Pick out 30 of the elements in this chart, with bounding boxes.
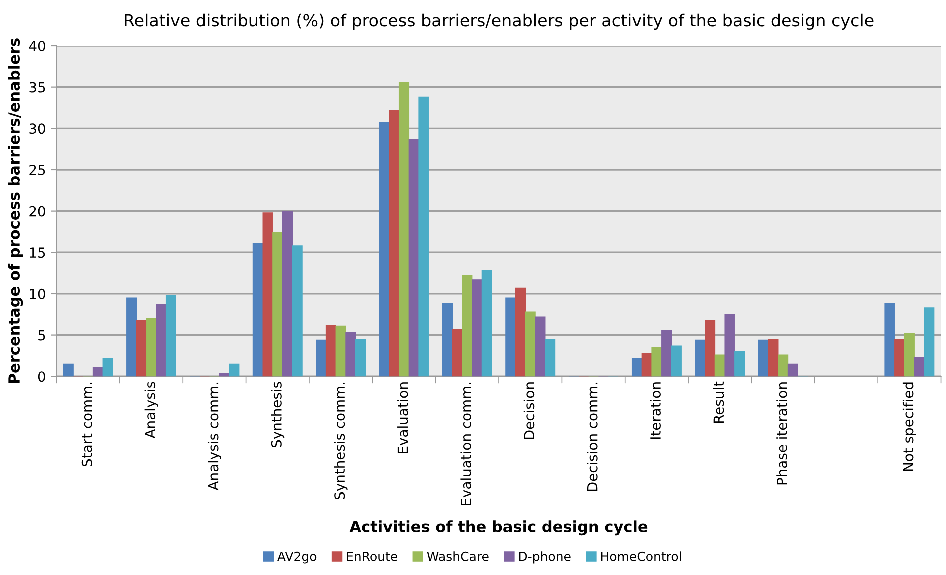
y-tick-label: 15 [30,248,46,258]
x-tick-label: Start comm. [82,382,92,467]
x-tick-label: Decision [524,382,535,440]
y-tick-label: 25 [30,164,46,176]
y-axis-title: Percentage of process barriers/enablers [8,38,24,384]
chart-title: Relative distribution (%) of process barriers/enablers per activity of the basic design cycle [125,14,874,30]
y-tick-label: 30 [30,124,46,134]
y-tick-label: 10 [30,288,46,300]
x-tick-label: Not specified [902,382,916,472]
x-tick-label: Synthesis comm. [334,382,348,500]
y-tick-label: 20 [30,206,46,217]
x-tick-label: Synthesis [271,382,285,448]
legend-label: HomeControl [601,552,682,562]
x-tick-label: Evaluation [398,382,408,454]
legend-label: EnRoute [347,552,398,562]
x-tick-label: Iteration [650,382,661,440]
legend-label: D-phone [519,552,571,564]
y-tick-label: 35 [30,82,46,93]
x-tick-label: Decision comm. [587,382,598,492]
x-tick-label: Phase iteration [776,382,788,485]
y-tick-label: 40 [29,40,46,52]
x-tick-label: Analysis [144,382,158,439]
y-tick-label: 5 [38,330,46,341]
x-tick-label: Evaluation comm. [460,382,472,506]
legend-label: AV2go [278,552,317,564]
x-tick-label: Result [713,382,724,424]
x-tick-label: Analysis comm. [208,382,222,491]
x-axis-title: Activities of the basic design cycle [350,520,648,536]
y-tick-label: 0 [38,372,46,382]
legend-label: WashCare [427,552,489,562]
